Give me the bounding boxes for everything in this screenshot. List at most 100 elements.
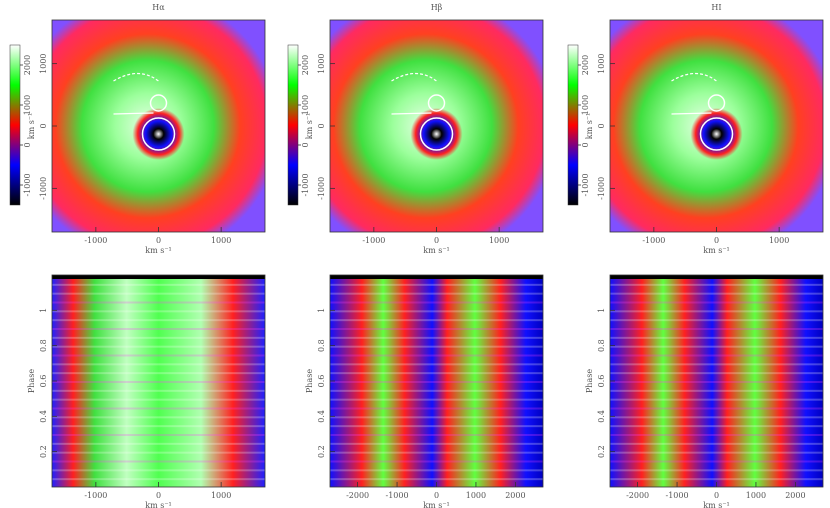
panel-title: Hα: [152, 3, 165, 12]
top-band: [610, 275, 823, 279]
x-tick-label: 0: [434, 491, 439, 500]
spectrum-row: [330, 345, 543, 348]
spectrum-image: [330, 275, 543, 487]
x-axis-label: km s⁻¹: [145, 501, 172, 508]
roche-lobe: [419, 117, 454, 151]
y-tick-label: 1: [39, 308, 48, 313]
spectrum-row: [330, 354, 543, 357]
spectrum-row: [330, 319, 543, 322]
spectrum-row: [330, 407, 543, 410]
x-tick-label: 1000: [211, 236, 231, 245]
y-tick-label: 0.4: [317, 410, 326, 423]
spectrum-row: [610, 451, 823, 454]
spectrum-row: [52, 425, 265, 428]
colorbar-tick-label: 2000: [23, 55, 32, 75]
roche-lobe: [707, 94, 726, 112]
spectrum-row: [610, 381, 823, 383]
spectrum-row: [330, 310, 543, 313]
spectrum-image: [610, 275, 823, 487]
x-tick-label: -1000: [386, 491, 409, 500]
x-tick-label: 1000: [466, 491, 486, 500]
colorbar-tick-label: -1000: [581, 173, 590, 196]
spectrum-row: [610, 372, 823, 375]
spectrum-row: [610, 425, 823, 428]
stream: [391, 72, 437, 82]
spectrum-row: [330, 336, 543, 339]
stream: [113, 112, 154, 115]
x-tick-label: -1000: [84, 236, 107, 245]
y-tick-label: 0.4: [39, 410, 48, 423]
x-tick-label: 1000: [211, 491, 231, 500]
y-tick-label: 1000: [39, 53, 48, 73]
y-tick-label: 1: [597, 308, 606, 313]
spectrum-row: [330, 301, 543, 304]
y-tick-label: 0: [597, 123, 606, 128]
spectrum-row: [610, 283, 823, 286]
colorbar-tick-label: 1000: [301, 95, 310, 115]
x-axis-label: km s⁻¹: [703, 501, 730, 508]
spectrum-row: [52, 398, 265, 401]
spectrum-row: [330, 434, 543, 436]
y-tick-label: 1000: [317, 53, 326, 73]
spectrum-row: [52, 381, 265, 383]
spectrum-row: [610, 416, 823, 419]
colorbar-tick-label: 0: [301, 142, 310, 147]
x-tick-label: 1000: [769, 236, 789, 245]
spectrum-row: [610, 345, 823, 348]
spectrum-row: [330, 372, 543, 375]
spectrum-row: [610, 310, 823, 313]
spectrum-row: [52, 389, 265, 392]
y-tick-label: -1000: [317, 177, 326, 200]
x-tick-label: 0: [714, 236, 719, 245]
x-tick-label: 0: [156, 491, 161, 500]
map-spot: [690, 108, 743, 160]
stream: [391, 112, 432, 115]
y-axis-label: km s⁻¹: [305, 113, 314, 140]
colorbar-tick-label: 0: [23, 142, 32, 147]
spectrum-row: [610, 301, 823, 304]
x-tick-label: -2000: [626, 491, 649, 500]
spectrum-row: [52, 469, 265, 472]
x-tick-label: -1000: [666, 491, 689, 500]
stream: [113, 72, 159, 82]
spectrum-row: [610, 407, 823, 410]
spectrum-row: [330, 292, 543, 295]
x-tick-label: -1000: [642, 236, 665, 245]
spectrum-row: [330, 451, 543, 454]
y-axis-label: Phase: [305, 369, 314, 393]
colorbar-tick-label: 0: [581, 142, 590, 147]
spectrum-row: [52, 319, 265, 322]
spectrum-row: [330, 389, 543, 392]
y-tick-label: 1: [317, 308, 326, 313]
colorbar: [287, 44, 299, 206]
spectrum-row: [330, 328, 543, 330]
y-tick-label: 0.6: [317, 375, 326, 388]
y-tick-label: 0.4: [597, 410, 606, 423]
spectrum-row: [52, 372, 265, 375]
spectrum-row: [52, 460, 265, 463]
roche-lobe: [149, 94, 168, 112]
x-tick-label: 1000: [746, 491, 766, 500]
spectrum-row: [610, 460, 823, 463]
colorbar-tick-label: 2000: [301, 55, 310, 75]
y-tick-label: 1000: [597, 53, 606, 73]
top-band: [52, 275, 265, 279]
spectrum-row: [52, 301, 265, 304]
spectrum-row: [610, 354, 823, 357]
y-tick-label: 0.8: [597, 339, 606, 352]
spectrum-row: [330, 416, 543, 419]
panel-title: HI: [711, 3, 721, 12]
spectrum-row: [610, 319, 823, 322]
y-tick-label: 0.2: [39, 445, 48, 458]
roche-lobe: [141, 117, 176, 151]
spectrum-row: [52, 416, 265, 419]
x-tick-label: -1000: [84, 491, 107, 500]
y-axis-label: Phase: [27, 369, 36, 393]
map-spot: [410, 108, 463, 160]
y-tick-label: -1000: [39, 177, 48, 200]
x-axis-label: km s⁻¹: [423, 501, 450, 508]
stream: [671, 72, 717, 82]
spectrum-row: [610, 328, 823, 330]
colorbar: [9, 44, 21, 206]
spectrum-row: [52, 283, 265, 286]
